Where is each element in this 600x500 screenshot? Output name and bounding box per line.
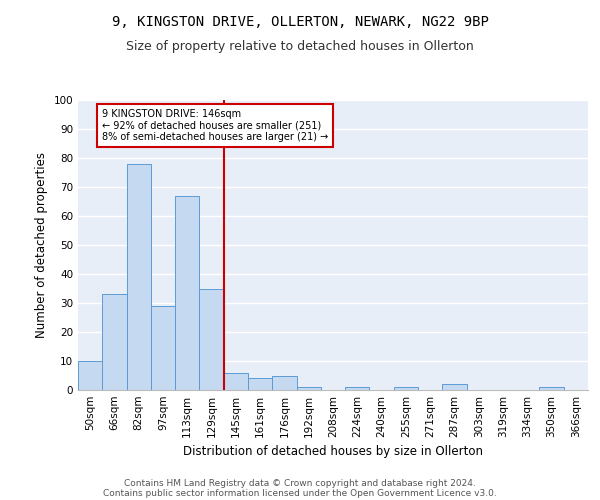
Bar — [175, 196, 199, 390]
Bar — [78, 361, 102, 390]
Bar — [442, 384, 467, 390]
Bar — [272, 376, 296, 390]
Bar — [296, 387, 321, 390]
Bar — [224, 372, 248, 390]
Text: Size of property relative to detached houses in Ollerton: Size of property relative to detached ho… — [126, 40, 474, 53]
Bar — [102, 294, 127, 390]
Text: 9 KINGSTON DRIVE: 146sqm
← 92% of detached houses are smaller (251)
8% of semi-d: 9 KINGSTON DRIVE: 146sqm ← 92% of detach… — [102, 108, 329, 142]
Bar — [151, 306, 175, 390]
Bar — [345, 387, 370, 390]
Bar — [199, 288, 224, 390]
Bar — [248, 378, 272, 390]
Bar — [539, 387, 564, 390]
Bar — [127, 164, 151, 390]
Text: Contains public sector information licensed under the Open Government Licence v3: Contains public sector information licen… — [103, 488, 497, 498]
X-axis label: Distribution of detached houses by size in Ollerton: Distribution of detached houses by size … — [183, 446, 483, 458]
Text: 9, KINGSTON DRIVE, OLLERTON, NEWARK, NG22 9BP: 9, KINGSTON DRIVE, OLLERTON, NEWARK, NG2… — [112, 15, 488, 29]
Y-axis label: Number of detached properties: Number of detached properties — [35, 152, 48, 338]
Bar — [394, 387, 418, 390]
Text: Contains HM Land Registry data © Crown copyright and database right 2024.: Contains HM Land Registry data © Crown c… — [124, 478, 476, 488]
